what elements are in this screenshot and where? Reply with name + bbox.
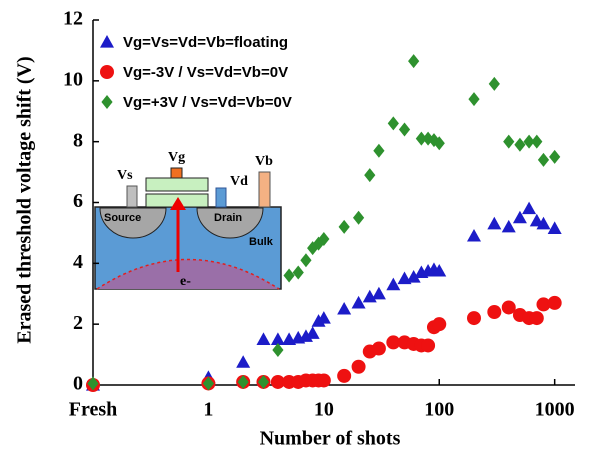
marker: [337, 301, 352, 315]
y-tick-label: 12: [63, 8, 83, 30]
marker: [549, 149, 561, 164]
marker: [406, 270, 421, 283]
legend-label: Vg=Vs=Vd=Vb=floating: [123, 34, 288, 51]
marker: [547, 295, 562, 310]
marker: [373, 143, 385, 158]
marker: [305, 326, 320, 339]
marker: [316, 373, 331, 388]
x-tick-label: 1000: [535, 399, 575, 421]
marker: [547, 221, 562, 234]
drain-contact: [215, 187, 227, 208]
marker: [256, 332, 271, 345]
marker: [536, 297, 551, 312]
legend-label: Vg=-3V / Vs=Vd=Vb=0V: [123, 64, 288, 81]
marker: [433, 136, 445, 151]
x-tick-label: 10: [314, 399, 334, 421]
inset-label: Source: [104, 212, 141, 224]
marker: [257, 374, 270, 389]
source-well: [99, 207, 167, 239]
marker: [272, 343, 284, 358]
marker: [351, 359, 366, 374]
legend-label: Vg=+3V / Vs=Vd=Vb=0V: [123, 94, 292, 111]
marker: [514, 137, 526, 152]
marker: [523, 134, 535, 149]
marker: [318, 232, 330, 246]
marker: [467, 311, 482, 326]
arrow-head: [170, 197, 186, 210]
marker: [536, 216, 551, 230]
marker: [316, 311, 331, 324]
marker: [283, 268, 295, 283]
inset-label: Vd: [230, 174, 248, 189]
inset-label: Vb: [255, 154, 273, 169]
inset-label: Vg: [168, 150, 185, 165]
inset-label: Vs: [117, 168, 133, 183]
marker: [487, 216, 502, 230]
marker: [432, 263, 447, 277]
legend-marker: [100, 35, 114, 48]
marker: [501, 300, 516, 315]
marker: [529, 311, 544, 326]
marker: [487, 305, 502, 319]
gate-layer: [145, 177, 209, 192]
marker: [337, 368, 352, 383]
marker: [488, 76, 500, 91]
y-tick-label: 4: [73, 251, 83, 273]
marker: [202, 376, 215, 391]
marker: [352, 210, 365, 225]
marker: [512, 210, 527, 224]
marker: [307, 241, 319, 256]
bulk-contact: [258, 171, 271, 208]
legend-marker: [100, 65, 114, 79]
marker: [387, 116, 399, 131]
y-tick-label: 8: [73, 129, 83, 151]
drain-well: [196, 207, 264, 239]
marker: [270, 374, 285, 389]
y-tick-label: 0: [73, 373, 83, 395]
marker: [408, 54, 420, 69]
marker: [415, 131, 427, 146]
y-tick-label: 2: [73, 312, 83, 334]
marker: [386, 277, 401, 291]
marker: [467, 228, 482, 242]
marker: [87, 376, 99, 391]
marker: [292, 265, 304, 280]
x-tick-label: 1: [203, 399, 213, 421]
marker: [371, 286, 386, 300]
x-tick-label: 100: [424, 399, 454, 421]
marker: [503, 134, 515, 149]
marker: [398, 122, 411, 137]
marker: [371, 341, 386, 356]
inset-label: Bulk: [249, 236, 274, 248]
marker: [351, 295, 366, 309]
inset-label: e-: [180, 274, 191, 289]
inset-label: Drain: [214, 212, 242, 224]
gate-contact: [170, 167, 183, 179]
marker: [468, 92, 480, 107]
x-axis-label: Number of shots: [260, 428, 401, 450]
marker: [338, 219, 350, 234]
x-tick-label: Fresh: [69, 399, 118, 421]
marker: [270, 332, 285, 345]
marker: [537, 152, 550, 167]
marker: [421, 338, 436, 353]
marker: [432, 317, 447, 332]
inset-diagram: Vs Vg Vd Vb Source Drain Bulk e-: [94, 150, 282, 290]
y-axis-label: Erased threshold voltage shift (V): [14, 56, 36, 343]
marker: [237, 374, 249, 389]
depletion-edge: [96, 258, 280, 290]
legend-marker: [101, 95, 113, 109]
marker: [531, 134, 543, 149]
marker: [501, 219, 516, 233]
marker: [300, 253, 312, 268]
marker: [522, 201, 537, 215]
marker: [386, 335, 401, 350]
y-tick-label: 10: [63, 68, 83, 90]
marker: [236, 355, 251, 368]
marker: [364, 168, 376, 183]
y-tick-label: 6: [73, 190, 83, 212]
source-contact: [126, 185, 138, 208]
